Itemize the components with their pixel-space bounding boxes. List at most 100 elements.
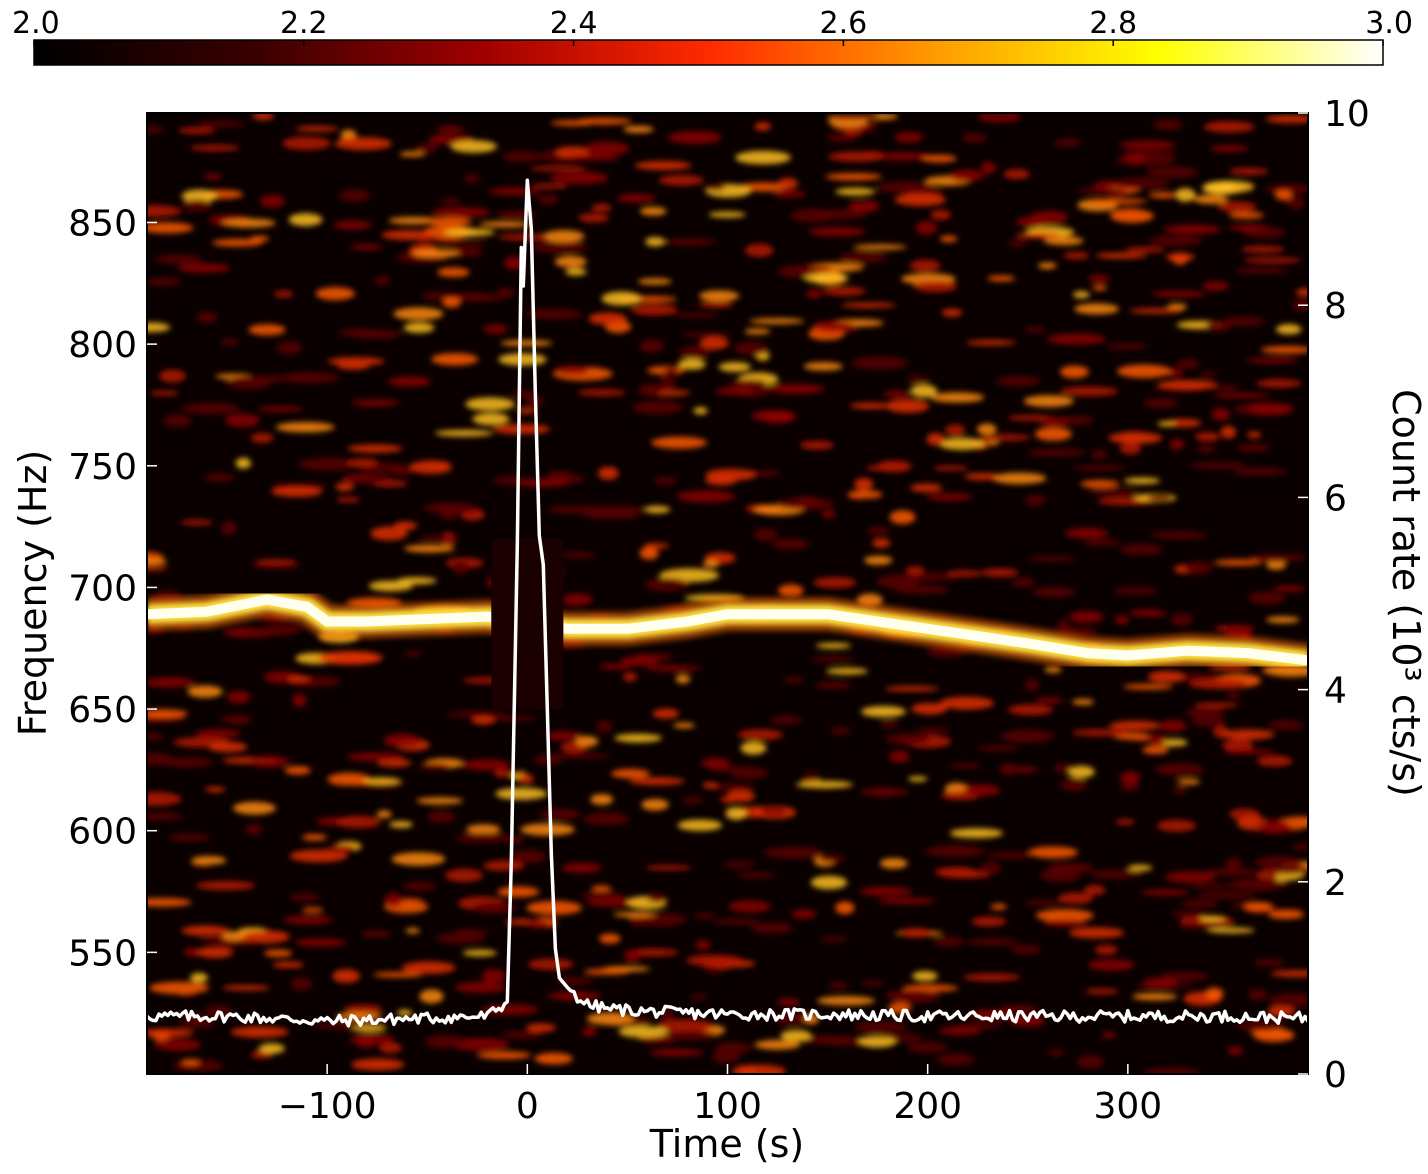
noise-blob [1108,432,1163,444]
noise-blob [361,930,392,938]
noise-blob [197,120,245,128]
noise-blob [939,696,994,710]
y-right-tick-label: 10 [1324,94,1370,135]
noise-blob [147,205,182,218]
noise-blob [1069,611,1104,623]
noise-blob [1196,445,1217,453]
noise-blob [1159,720,1187,732]
noise-blob [825,113,881,120]
noise-blob [911,702,948,715]
noise-blob [695,940,711,950]
noise-blob [289,893,321,901]
noise-blob [939,235,958,243]
noise-blob [889,510,916,525]
noise-blob [1148,192,1178,199]
noise-blob [502,151,542,162]
noise-blob [690,994,707,1000]
noise-blob [284,766,311,775]
noise-blob [1193,194,1229,205]
noise-blob [226,690,251,704]
colorbar-tick-label: 2.4 [550,6,598,41]
noise-blob [1059,386,1119,397]
noise-blob [1220,425,1237,439]
noise-blob [1132,993,1178,1001]
frequency-track-core [147,594,1308,666]
noise-blob [776,497,835,510]
noise-blob [581,891,623,899]
noise-blob [628,777,685,786]
noise-blob [1152,290,1207,298]
noise-blob [965,339,1016,346]
noise-blob [930,392,985,403]
noise-blob [825,173,882,181]
noise-blob [235,457,251,469]
noise-blob [388,216,440,225]
noise-blob [1101,1031,1116,1039]
noise-blob [1037,262,1057,269]
noise-blob [1199,915,1226,922]
noise-blob [195,880,256,891]
noise-blob [737,729,784,741]
noise-blob [212,238,263,247]
noise-blob [810,656,855,663]
noise-blob [760,806,787,817]
noise-blob [1221,316,1265,327]
noise-blob [981,568,1019,577]
noise-blob [1196,891,1257,899]
noise-blob [1268,993,1308,1008]
noise-blob [181,189,218,203]
noise-blob [288,213,323,227]
noise-blob [888,989,940,1004]
noise-blobs [147,113,1308,1074]
noise-blob [347,444,403,453]
noise-blob [482,860,525,872]
noise-blob [1127,864,1153,871]
noise-blob [493,768,510,778]
noise-blob [564,154,620,161]
noise-blob [238,930,290,944]
noise-blob [912,971,938,982]
noise-blob [821,510,837,518]
noise-blob [946,570,983,577]
noise-blob [158,369,186,383]
noise-blob [588,312,627,325]
noise-blob [876,574,920,589]
noise-blob [803,1013,819,1025]
noise-blob [295,126,339,132]
noise-blob [1172,786,1188,794]
noise-blob [404,650,422,657]
noise-blob [705,468,757,481]
noise-blob [1060,777,1088,792]
noise-blob [825,667,868,675]
noise-blob [654,476,677,485]
noise-blob [806,289,823,299]
noise-blob [910,483,943,492]
noise-blob [1008,239,1028,247]
noise-blob [472,902,516,914]
noise-blob [1057,892,1093,905]
y-left-tick-label: 800 [68,325,137,366]
noise-blob [147,566,168,572]
noise-blob [835,901,855,915]
noise-blob [679,345,711,359]
noise-blob [1147,670,1185,683]
noise-blob [1088,488,1139,496]
noise-blob [1124,246,1166,253]
noise-blob [1095,252,1147,259]
noise-blob [289,849,348,863]
noise-blob [1149,235,1203,247]
noise-blob [182,199,212,212]
noise-blob [815,209,867,220]
noise-blob [147,558,168,566]
noise-blob [867,526,890,536]
noise-blob [986,851,1036,859]
noise-blob [637,383,663,396]
noise-blob [275,422,335,433]
noise-blob [725,807,747,820]
noise-blob [1147,494,1172,502]
noise-blob [949,169,985,183]
noise-blob [562,862,602,873]
noise-blob [1199,371,1218,377]
noise-blob [349,1034,395,1046]
noise-blob [733,341,769,356]
